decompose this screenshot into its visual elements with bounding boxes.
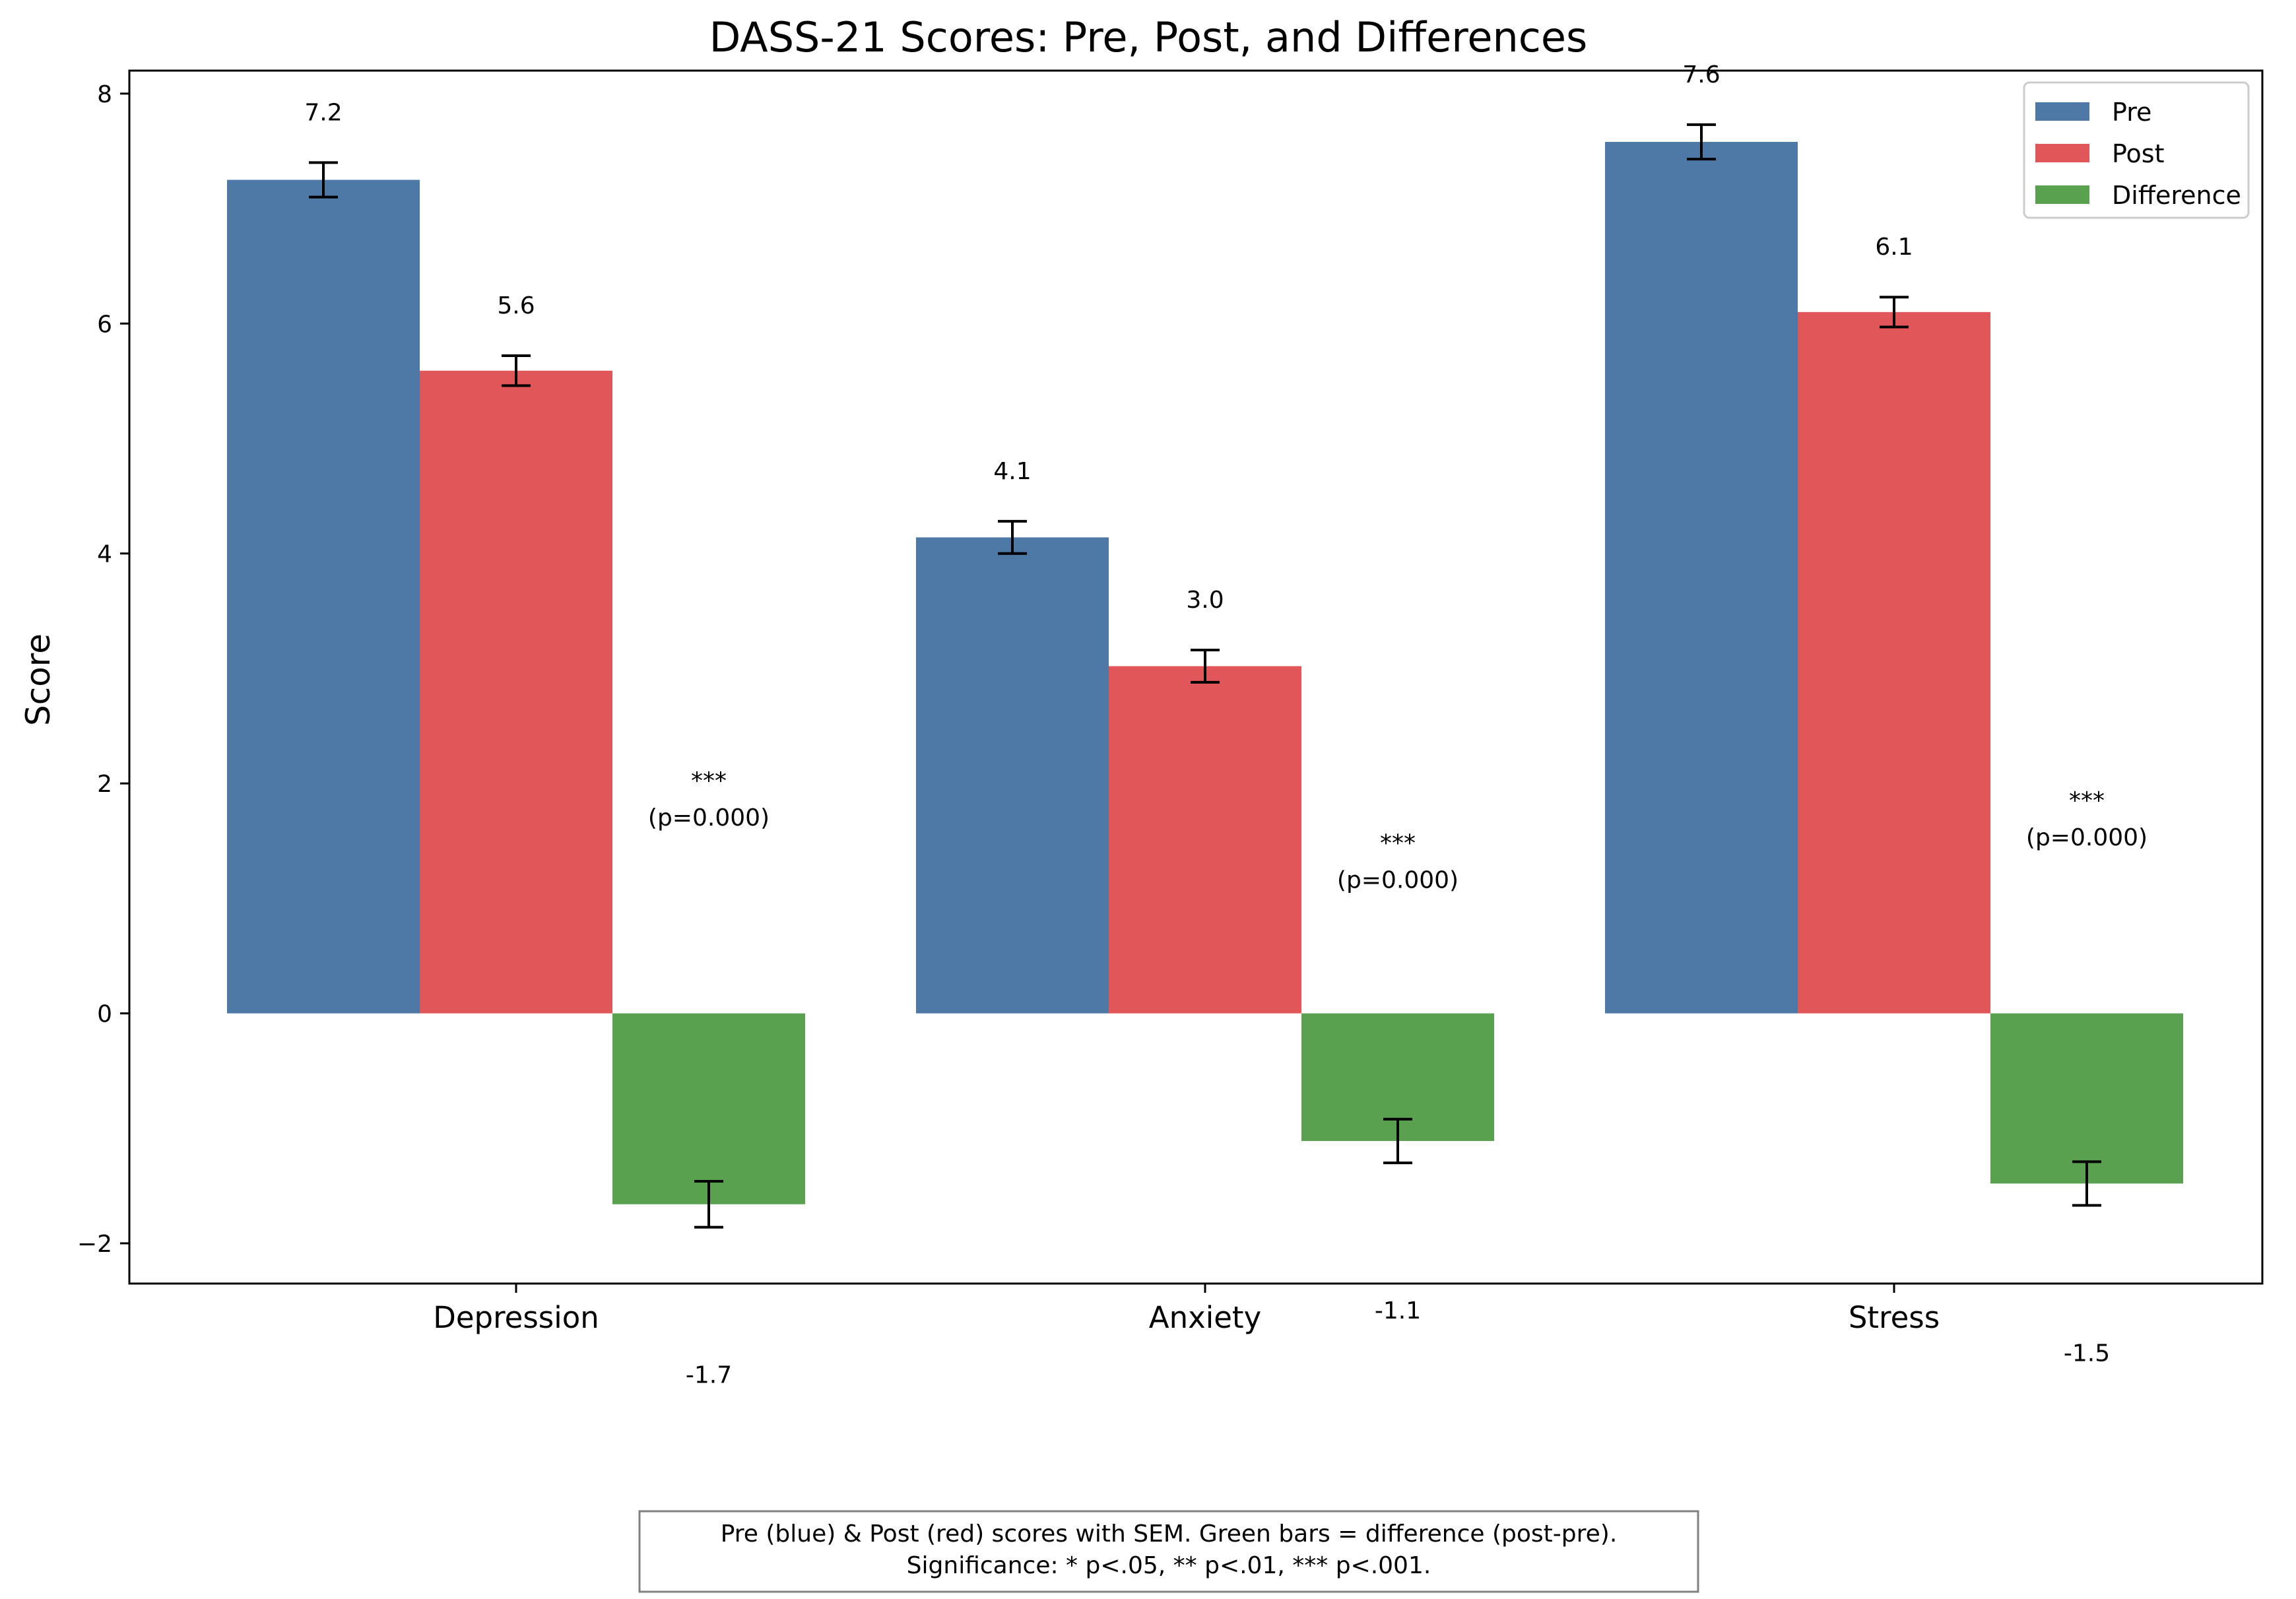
significance-stars-depression: *** (691, 767, 727, 795)
error-bar-pre-anxiety (998, 519, 1027, 555)
error-bar-pre-stress (1687, 123, 1716, 161)
y-tick-label: 2 (97, 771, 112, 798)
value-label-difference-anxiety: -1.1 (1375, 1297, 1421, 1324)
error-bar-post-depression (502, 354, 531, 387)
plot-frame (128, 69, 2264, 1285)
bar-pre-depression (227, 179, 420, 1014)
x-tick-label-depression: Depression (433, 1300, 599, 1335)
footnote-box: Pre (blue) & Post (red) scores with SEM.… (638, 1510, 1699, 1593)
plot-area: 7.2 4.1 7.6 5.6 3.0 6.1 -1.7 *** (p=0.000) -1.1 **… (77, 61, 2264, 1389)
error-bar-difference-depression (694, 1179, 723, 1229)
bar-post-stress (1798, 311, 1990, 1014)
y-tick-label: 4 (97, 541, 112, 568)
value-label-pre-stress: 7.6 (1682, 61, 1720, 88)
significance-stars-stress: *** (2069, 787, 2105, 814)
error-bar-difference-anxiety (1383, 1117, 1412, 1165)
x-tick-label-anxiety: Anxiety (1149, 1300, 1261, 1335)
bar-post-anxiety (1109, 666, 1301, 1014)
y-tick-label: −2 (77, 1231, 112, 1258)
y-axis-label: Score (19, 634, 57, 726)
x-tick-label-stress: Stress (1849, 1300, 1940, 1335)
legend-swatch-difference (2035, 185, 2089, 204)
significance-p-depression: (p=0.000) (648, 804, 770, 832)
value-label-post-depression: 5.6 (497, 292, 535, 319)
legend-swatch-post (2035, 144, 2089, 162)
value-label-difference-depression: -1.7 (686, 1362, 732, 1389)
bar-pre-stress (1605, 142, 1798, 1014)
error-bar-post-stress (1880, 296, 1909, 329)
significance-p-anxiety: (p=0.000) (1337, 866, 1459, 894)
y-tick-label: 0 (97, 1001, 112, 1028)
bar-difference-stress (1990, 1013, 2183, 1184)
value-label-pre-anxiety: 4.1 (993, 458, 1031, 485)
value-label-post-anxiety: 3.0 (1186, 587, 1224, 614)
y-tick-label: 8 (97, 81, 112, 108)
legend: Pre Post Difference (2023, 81, 2250, 219)
legend-label-post: Post (2112, 139, 2165, 168)
y-tick-label: 6 (97, 311, 112, 338)
significance-stars-anxiety: *** (1380, 830, 1416, 857)
legend-label-difference: Difference (2112, 181, 2241, 210)
legend-swatch-pre (2035, 102, 2089, 121)
bar-post-depression (420, 370, 612, 1014)
value-label-difference-stress: -1.5 (2064, 1340, 2110, 1367)
footnote-line-1: Pre (blue) & Post (red) scores with SEM.… (721, 1520, 1618, 1548)
value-label-pre-depression: 7.2 (304, 99, 342, 126)
error-bar-difference-stress (2072, 1160, 2101, 1207)
error-bar-post-anxiety (1191, 649, 1220, 684)
footnote-line-2: Significance: * p<.05, ** p<.01, *** p<.… (907, 1552, 1431, 1579)
value-label-post-stress: 6.1 (1875, 234, 1913, 261)
legend-label-pre: Pre (2112, 98, 2151, 127)
footnote-frame (638, 1510, 1699, 1593)
bar-difference-depression (612, 1013, 805, 1204)
bar-pre-anxiety (916, 537, 1109, 1014)
chart-title: DASS-21 Scores: Pre, Post, and Differenc… (709, 13, 1588, 61)
significance-p-stress: (p=0.000) (2026, 824, 2148, 851)
error-bar-pre-depression (309, 161, 338, 199)
